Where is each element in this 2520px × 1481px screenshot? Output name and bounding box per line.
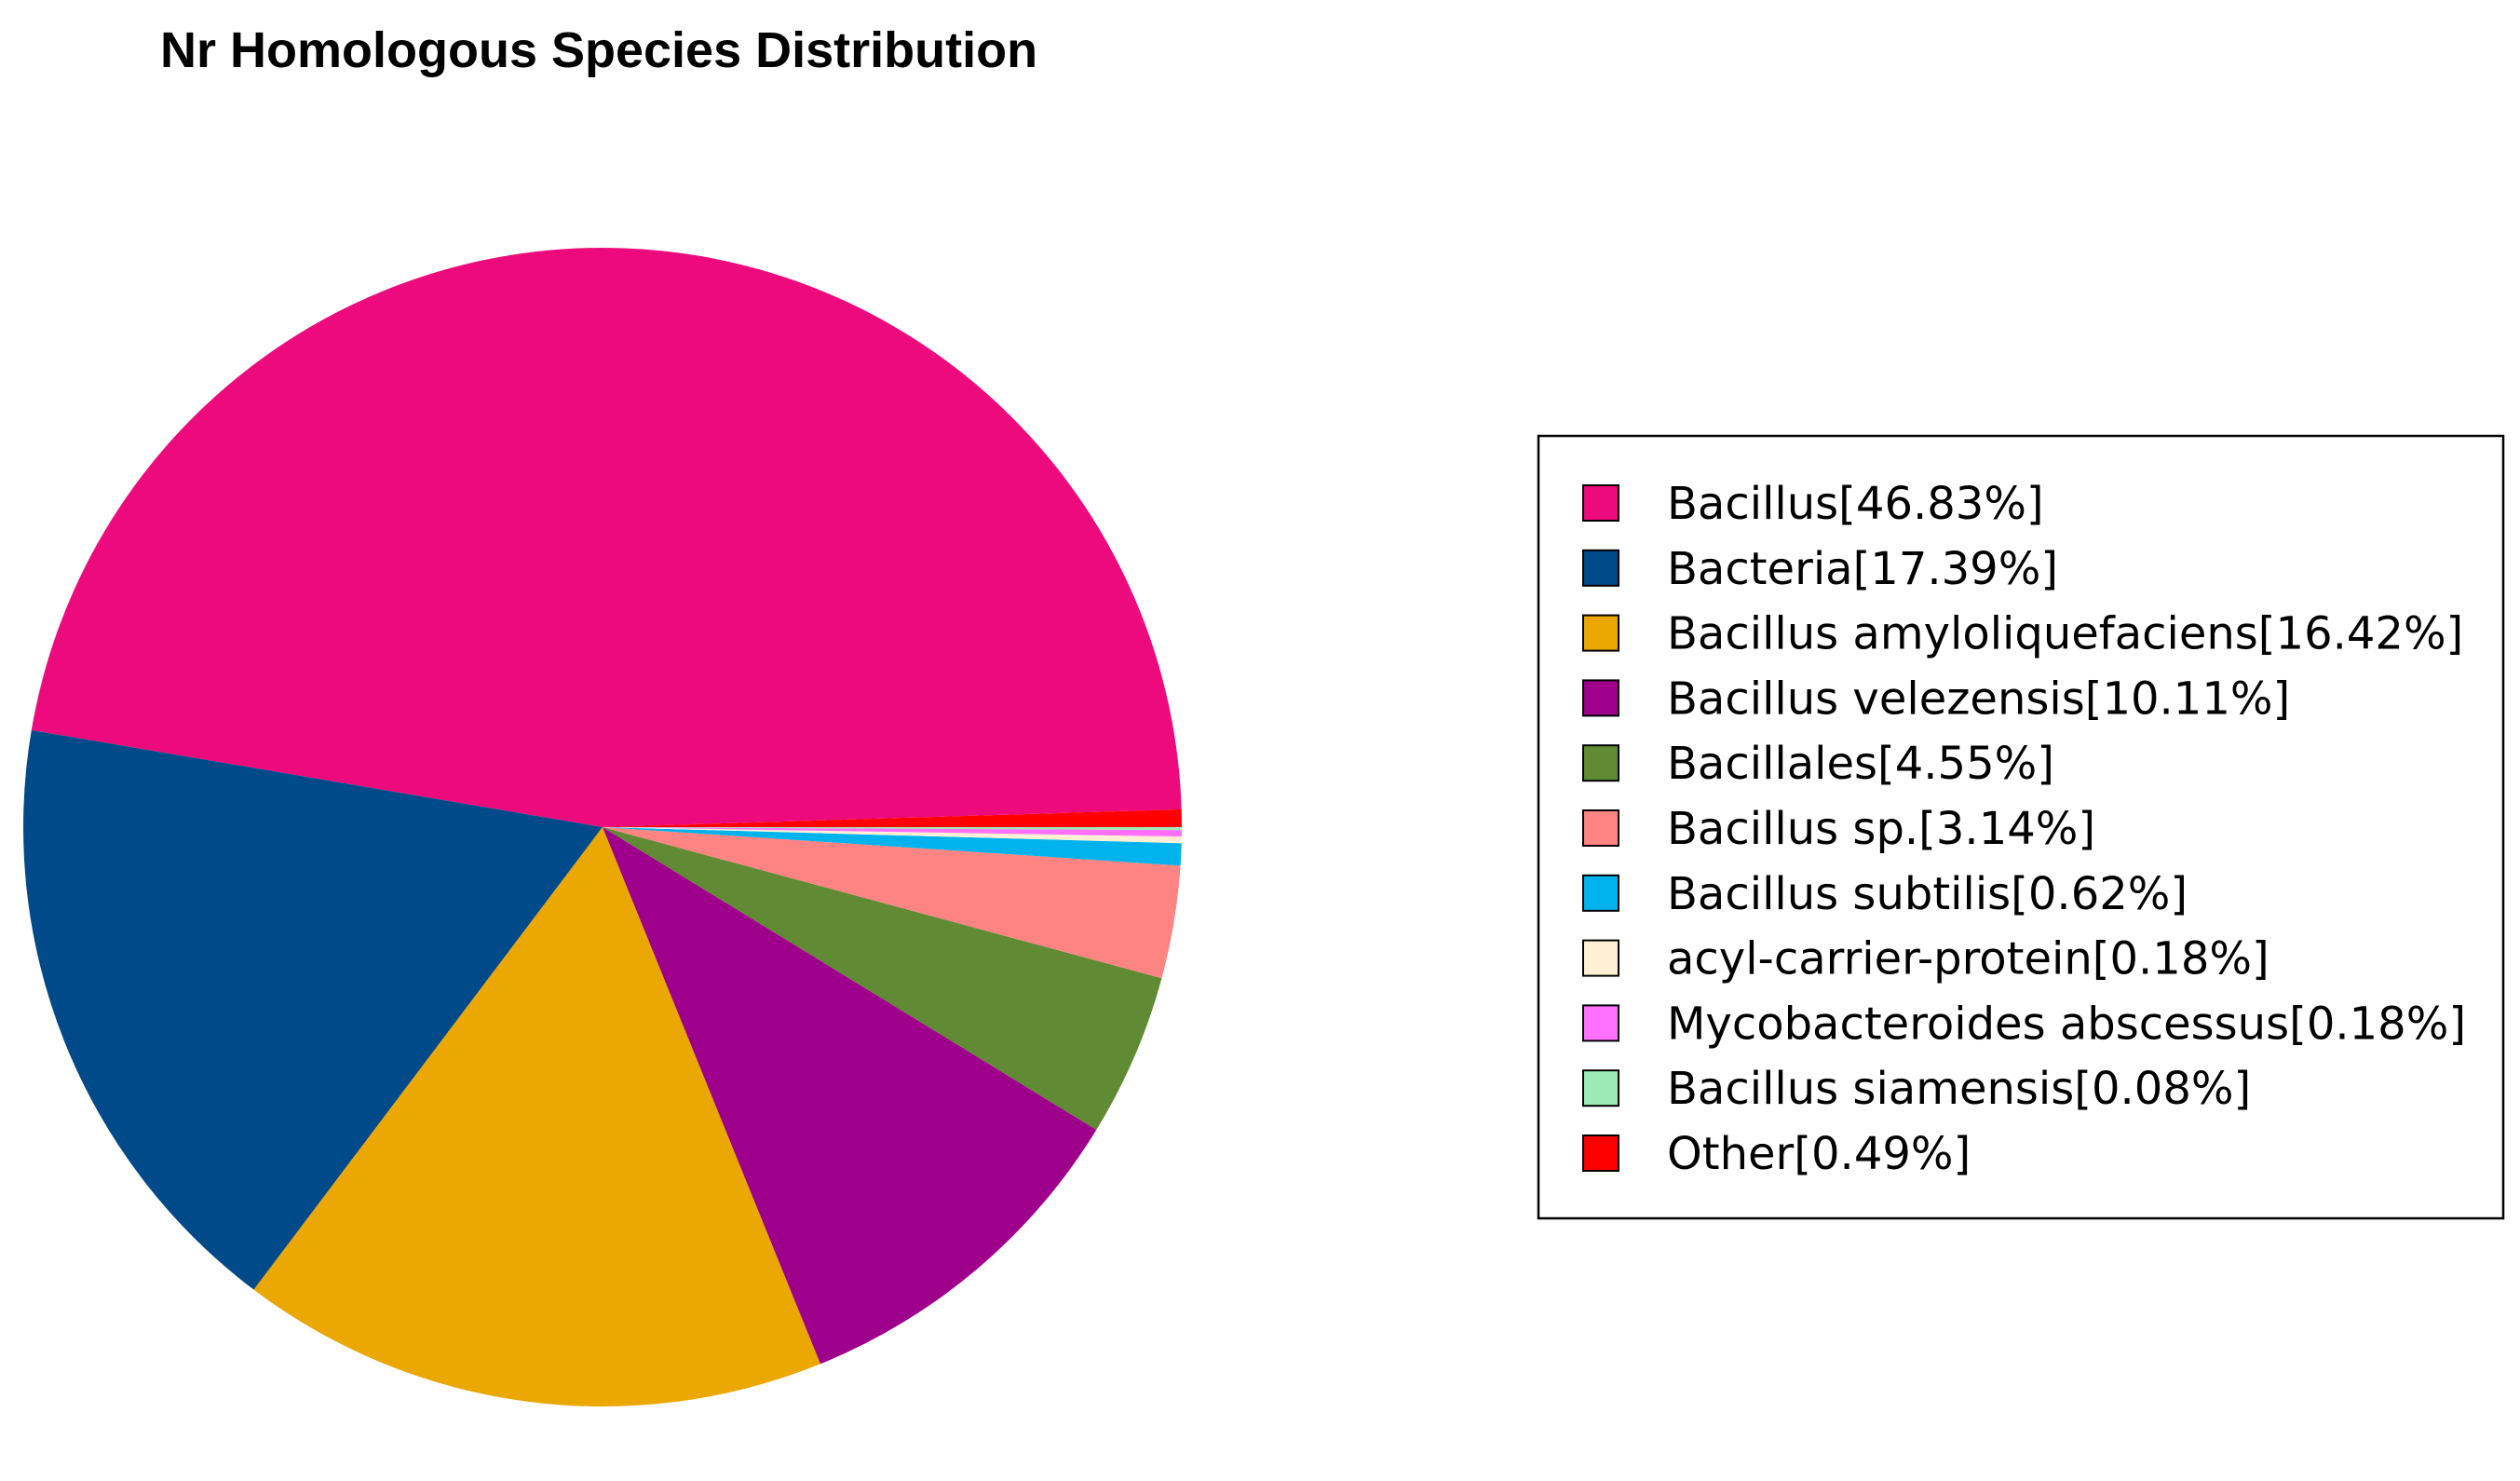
chart-title: Nr Homologous Species Distribution <box>160 22 1037 78</box>
pie-slice <box>603 827 1182 866</box>
pie-slice <box>253 827 820 1406</box>
legend-swatch <box>1582 874 1619 912</box>
pie-slice <box>603 808 1182 827</box>
legend-swatch <box>1582 1069 1619 1107</box>
pie-slice <box>31 247 1182 828</box>
legend-swatch <box>1582 744 1619 782</box>
legend-label: Bacillus siamensis[0.08%] <box>1667 1063 2251 1115</box>
legend: Bacillus[46.83%] Bacteria[17.39%] Bacillus… <box>1582 478 2466 1180</box>
legend-label: acyl-carrier-protein[0.18%] <box>1667 933 2269 985</box>
legend-swatch <box>1582 809 1619 847</box>
legend-label: Bacillus sp.[3.14%] <box>1667 803 2095 855</box>
legend-swatch <box>1582 679 1619 717</box>
legend-swatch <box>1582 1004 1619 1042</box>
legend-label: Bacillales[4.55%] <box>1667 738 2054 790</box>
legend-swatch <box>1582 549 1619 587</box>
pie-slice <box>603 827 1162 1131</box>
legend-label: Other[0.49%] <box>1667 1128 1971 1180</box>
legend-swatch <box>1582 939 1619 977</box>
pie-slice <box>603 827 1182 831</box>
legend-label: Mycobacteroides abscessus[0.18%] <box>1667 998 2466 1050</box>
pie-slice <box>603 827 1182 837</box>
legend-label: Bacillus subtilis[0.62%] <box>1667 868 2188 920</box>
pie-slice <box>23 729 603 1290</box>
legend-swatch <box>1582 484 1619 522</box>
legend-label: Bacillus velezensis[10.11%] <box>1667 673 2290 725</box>
legend-label: Bacillus amyloliquefaciens[16.42%] <box>1667 608 2463 660</box>
legend-swatch <box>1582 614 1619 652</box>
legend-swatch <box>1582 1135 1619 1172</box>
pie-slice <box>603 827 1182 844</box>
legend-box <box>1537 434 2505 1220</box>
legend-label: Bacillus[46.83%] <box>1667 478 2044 530</box>
pie-slice <box>603 827 1181 979</box>
pie-slice <box>603 827 1097 1365</box>
pie <box>23 247 1182 1406</box>
legend-label: Bacteria[17.39%] <box>1667 543 2058 595</box>
